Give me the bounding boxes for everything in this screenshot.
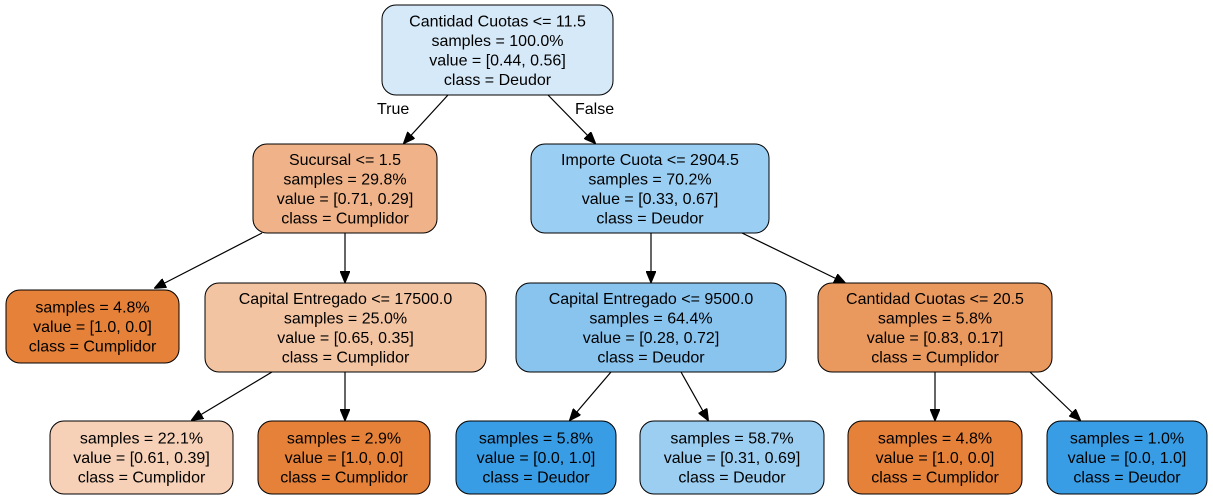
node-text-line: Capital Entregado <= 9500.0: [549, 291, 754, 308]
node-text-line: samples = 2.9%: [287, 431, 401, 448]
node-root: Cantidad Cuotas <= 11.5 samples = 100.0% v…: [381, 4, 614, 96]
node-box: [530, 143, 770, 234]
node-box: [817, 282, 1053, 373]
edge-root-to-importe: [547, 94, 595, 143]
node-text-line: samples = 4.8%: [878, 431, 992, 448]
leaf-node-e: samples = 58.7% value = [0.31, 0.69] class…: [639, 420, 825, 495]
node-box: [639, 420, 825, 495]
node-text-line: samples = 22.1%: [80, 431, 203, 448]
edges: [155, 94, 1080, 420]
node-text-line: samples = 29.8%: [283, 171, 406, 188]
leaf-node-a: samples = 4.8% value = [1.0, 0.0] class = …: [5, 289, 180, 364]
edge-importe-to-cantidad-b: [741, 232, 845, 283]
node-box: [252, 143, 438, 234]
node-text-line: value = [0.33, 0.67]: [582, 191, 719, 208]
node-text-line: class = Cumplidor: [78, 470, 206, 487]
node-text-line: Sucursal <= 1.5: [289, 152, 401, 169]
node-text-line: Importe Cuota <= 2904.5: [561, 152, 739, 169]
node-text-line: class = Deudor: [597, 349, 705, 366]
edge-capital-b-to-leaf-e: [680, 371, 708, 420]
node-text-line: value = [0.65, 0.35]: [277, 330, 414, 347]
node-box: [257, 420, 431, 495]
node-box: [847, 420, 1023, 495]
node-text-line: class = Deudor: [678, 470, 786, 487]
node-text-line: class = Cumplidor: [29, 339, 157, 356]
node-text-line: value = [1.0, 0.0]: [33, 319, 152, 336]
node-text-line: samples = 1.0%: [1070, 431, 1184, 448]
node-text-line: samples = 64.4%: [589, 310, 712, 327]
node-text-line: value = [1.0, 0.0]: [876, 450, 995, 467]
node-text-line: samples = 100.0%: [431, 33, 563, 50]
node-box: [1046, 420, 1208, 495]
node-box: [455, 420, 617, 495]
node-text-line: samples = 5.8%: [479, 431, 593, 448]
edge-cantidad-b-to-leaf-g: [1029, 371, 1080, 420]
node-text-line: value = [0.31, 0.69]: [664, 450, 801, 467]
node-text-line: value = [0.83, 0.17]: [867, 330, 1004, 347]
node-importe-cuota: Importe Cuota <= 2904.5 samples = 70.2% va…: [530, 143, 770, 234]
node-text-line: class = Cumplidor: [281, 210, 409, 227]
node-text-line: Capital Entregado <= 17500.0: [239, 291, 453, 308]
node-text-line: samples = 58.7%: [670, 431, 793, 448]
node-box: [5, 289, 180, 364]
node-cantidad-cuotas-b: Cantidad Cuotas <= 20.5 samples = 5.8% val…: [817, 282, 1053, 373]
node-text-line: samples = 4.8%: [35, 300, 149, 317]
node-text-line: value = [0.61, 0.39]: [73, 450, 210, 467]
node-text-line: value = [0.0, 1.0]: [1068, 450, 1187, 467]
node-text-line: samples = 70.2%: [588, 171, 711, 188]
leaf-node-d: samples = 5.8% value = [0.0, 1.0] class = …: [455, 420, 617, 495]
node-text-line: value = [1.0, 0.0]: [285, 450, 404, 467]
false-edge-label: False: [575, 101, 614, 118]
leaf-node-g: samples = 1.0% value = [0.0, 1.0] class = …: [1046, 420, 1208, 495]
node-text-line: samples = 5.8%: [878, 310, 992, 327]
edge-capital-a-to-leaf-b: [192, 371, 273, 420]
node-sucursal: Sucursal <= 1.5 samples = 29.8% value = [0…: [252, 143, 438, 234]
node-capital-entregado-a: Capital Entregado <= 17500.0 samples = 25…: [204, 282, 487, 373]
node-text-line: value = [0.71, 0.29]: [277, 191, 414, 208]
node-box: [49, 420, 234, 495]
node-text-line: value = [0.28, 0.72]: [583, 330, 720, 347]
node-box: [515, 282, 787, 373]
node-text-line: class = Cumplidor: [871, 349, 999, 366]
node-text-line: class = Deudor: [596, 210, 704, 227]
leaf-node-b: samples = 22.1% value = [0.61, 0.39] class…: [49, 420, 234, 495]
node-box: [204, 282, 487, 373]
edge-capital-b-to-leaf-d: [570, 371, 612, 420]
nodes: Cantidad Cuotas <= 11.5 samples = 100.0% v…: [5, 4, 1208, 495]
edge-sucursal-to-leaf-a: [155, 232, 263, 288]
edge-root-to-sucursal: [404, 94, 449, 143]
node-text-line: value = [0.0, 1.0]: [477, 450, 596, 467]
node-text-line: Cantidad Cuotas <= 11.5: [409, 13, 586, 30]
leaf-node-c: samples = 2.9% value = [1.0, 0.0] class = …: [257, 420, 431, 495]
leaf-node-f: samples = 4.8% value = [1.0, 0.0] class = …: [847, 420, 1023, 495]
node-text-line: class = Cumplidor: [871, 470, 999, 487]
node-text-line: class = Cumplidor: [280, 470, 408, 487]
node-text-line: Cantidad Cuotas <= 20.5: [846, 291, 1024, 308]
node-text-line: class = Cumplidor: [282, 349, 410, 366]
node-text-line: class = Deudor: [444, 72, 552, 89]
node-text-line: class = Deudor: [1073, 470, 1181, 487]
node-capital-entregado-b: Capital Entregado <= 9500.0 samples = 64.…: [515, 282, 787, 373]
node-box: [381, 4, 614, 96]
node-text-line: value = [0.44, 0.56]: [429, 52, 566, 69]
node-text-line: samples = 25.0%: [284, 310, 407, 327]
node-text-line: class = Deudor: [482, 470, 590, 487]
true-edge-label: True: [377, 101, 409, 118]
